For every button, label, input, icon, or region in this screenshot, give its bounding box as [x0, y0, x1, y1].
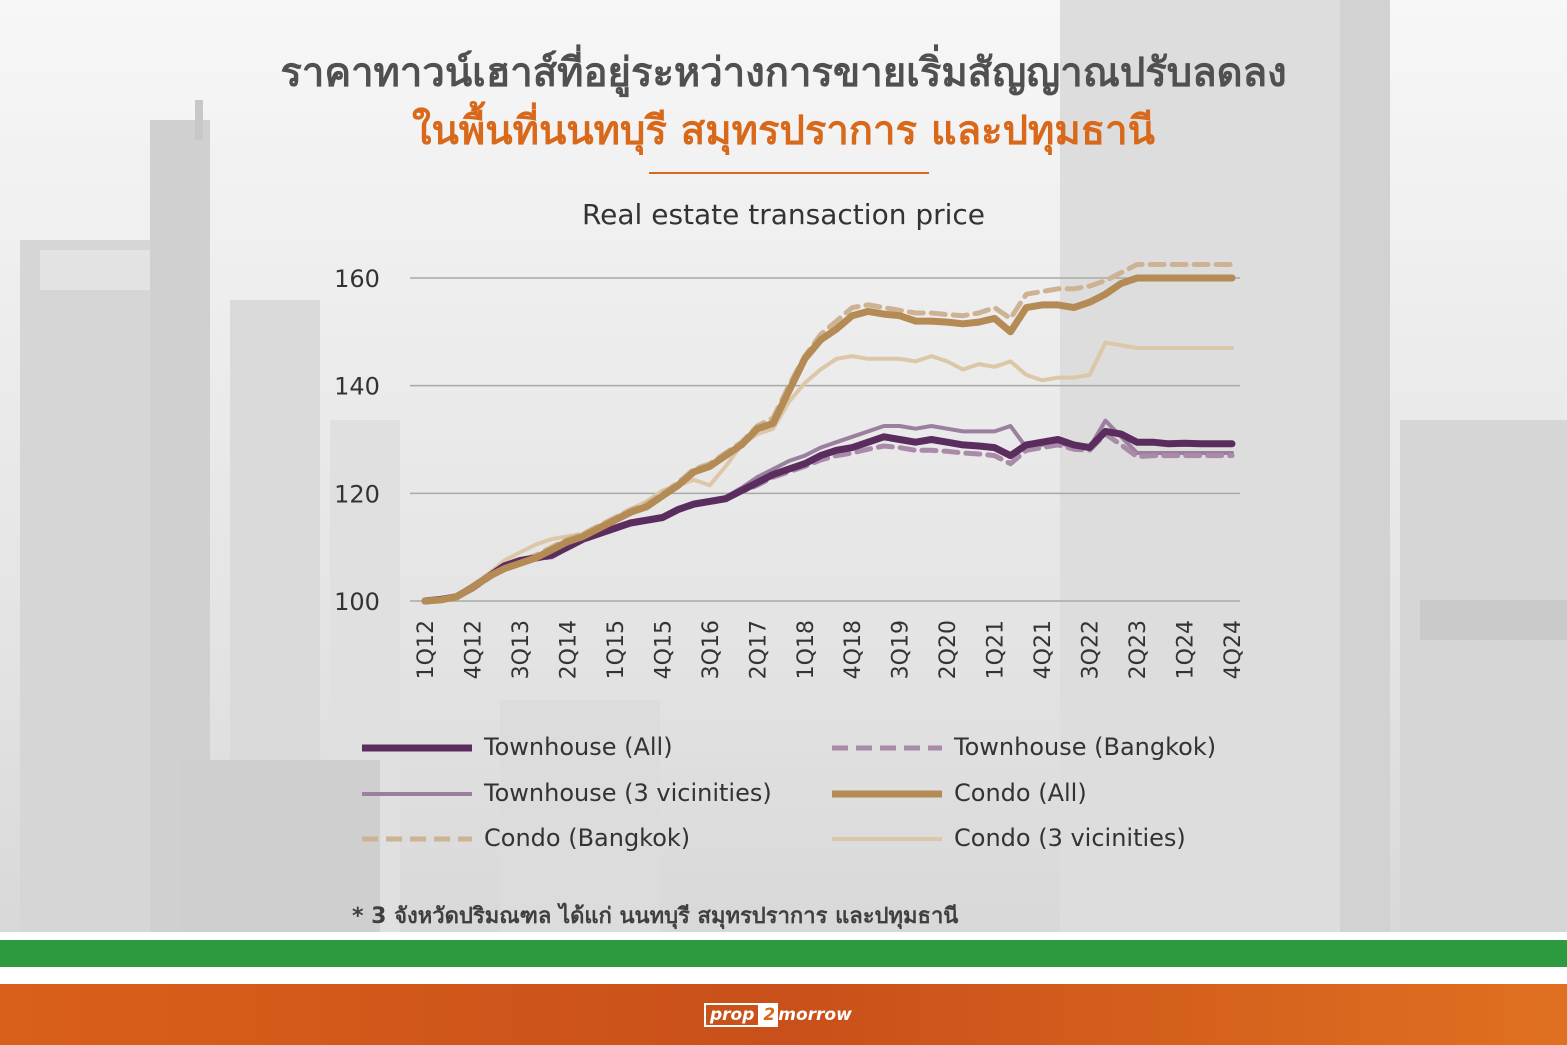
footer-green-bar: [0, 940, 1567, 967]
line-chart: 100 120 140 160 1Q12 4Q12 3Q13 2Q14 1Q15 4Q15 3Q1…: [334, 262, 1246, 679]
legend-swatch: [362, 836, 472, 842]
logo-part: prop: [704, 1003, 761, 1027]
x-tick-label: 2Q17: [746, 620, 771, 679]
legend-swatch: [362, 792, 472, 796]
footer-orange-bar: [0, 984, 1567, 1045]
series-line-townhouse-all: [421, 427, 1236, 605]
legend-label: Condo (All): [954, 779, 1087, 807]
x-tick-label: 3Q22: [1079, 620, 1104, 679]
series-line-townhouse-3-vicinities: [423, 418, 1234, 603]
x-tick-label: 2Q23: [1126, 620, 1151, 679]
x-tick-label: 4Q21: [1031, 620, 1056, 679]
legend-swatch: [832, 790, 942, 798]
series-lines: [421, 262, 1236, 605]
city-skyline-image: [20, 0, 1567, 940]
legend-label: Townhouse (All): [484, 733, 673, 761]
legend-label: Townhouse (3 vicinities): [484, 779, 772, 807]
series-line-townhouse-bangkok: [422, 431, 1235, 604]
x-tick-label: 1Q18: [794, 620, 819, 679]
legend-label: Townhouse (Bangkok): [954, 733, 1217, 761]
x-tick-label: 2Q14: [556, 620, 581, 679]
footer-divider: [0, 932, 1567, 940]
logo-part: 2: [760, 1003, 779, 1027]
y-tick-label: 160: [334, 265, 380, 293]
x-tick-label: 1Q15: [604, 620, 629, 679]
y-axis: 100 120 140 160: [334, 265, 380, 616]
x-tick-label: 3Q13: [509, 620, 534, 679]
page-subtitle: ในพื้นที่นนทบุรี สมุทรปราการ และปทุมธานี: [412, 108, 1155, 154]
x-axis: 1Q12 4Q12 3Q13 2Q14 1Q15 4Q15 3Q16 2Q17 1Q18 4Q18…: [414, 620, 1246, 679]
brand-logo: prop 2 morrow: [704, 1003, 852, 1027]
x-tick-label: 2Q20: [936, 620, 961, 679]
footer-divider: [0, 967, 1567, 984]
legend-label: Condo (Bangkok): [484, 824, 691, 852]
x-tick-label: 3Q19: [889, 620, 914, 679]
x-tick-label: 3Q16: [699, 620, 724, 679]
title-divider: [649, 172, 929, 174]
legend-swatch: [832, 837, 942, 841]
background: [0, 0, 1567, 940]
series-line-condo-all: [421, 274, 1236, 605]
x-tick-label: 1Q24: [1174, 620, 1199, 679]
x-tick-label: 4Q24: [1221, 620, 1246, 679]
grid: [410, 277, 1240, 602]
legend-swatch: [832, 745, 942, 751]
x-tick-label: 1Q12: [414, 620, 439, 679]
x-tick-label: 1Q21: [984, 620, 1009, 679]
x-tick-label: 4Q15: [651, 620, 676, 679]
y-tick-label: 120: [334, 480, 380, 508]
page-title: ราคาทาวน์เฮาส์ที่อยู่ระหว่างการขายเริ่มส…: [280, 50, 1287, 96]
footnote: * 3 จังหวัดปริมณฑล ได้แก่ นนทบุรี สมุทรป…: [352, 904, 959, 929]
y-tick-label: 100: [334, 588, 380, 616]
y-tick-label: 140: [334, 373, 380, 401]
series-line-condo-3-vicinities: [423, 340, 1234, 603]
x-tick-label: 4Q18: [841, 620, 866, 679]
legend-label: Condo (3 vicinities): [954, 824, 1186, 852]
logo-part: morrow: [778, 1005, 852, 1025]
chart-title: Real estate transaction price: [581, 198, 986, 231]
x-tick-label: 4Q12: [461, 620, 486, 679]
legend-swatch: [362, 744, 472, 752]
